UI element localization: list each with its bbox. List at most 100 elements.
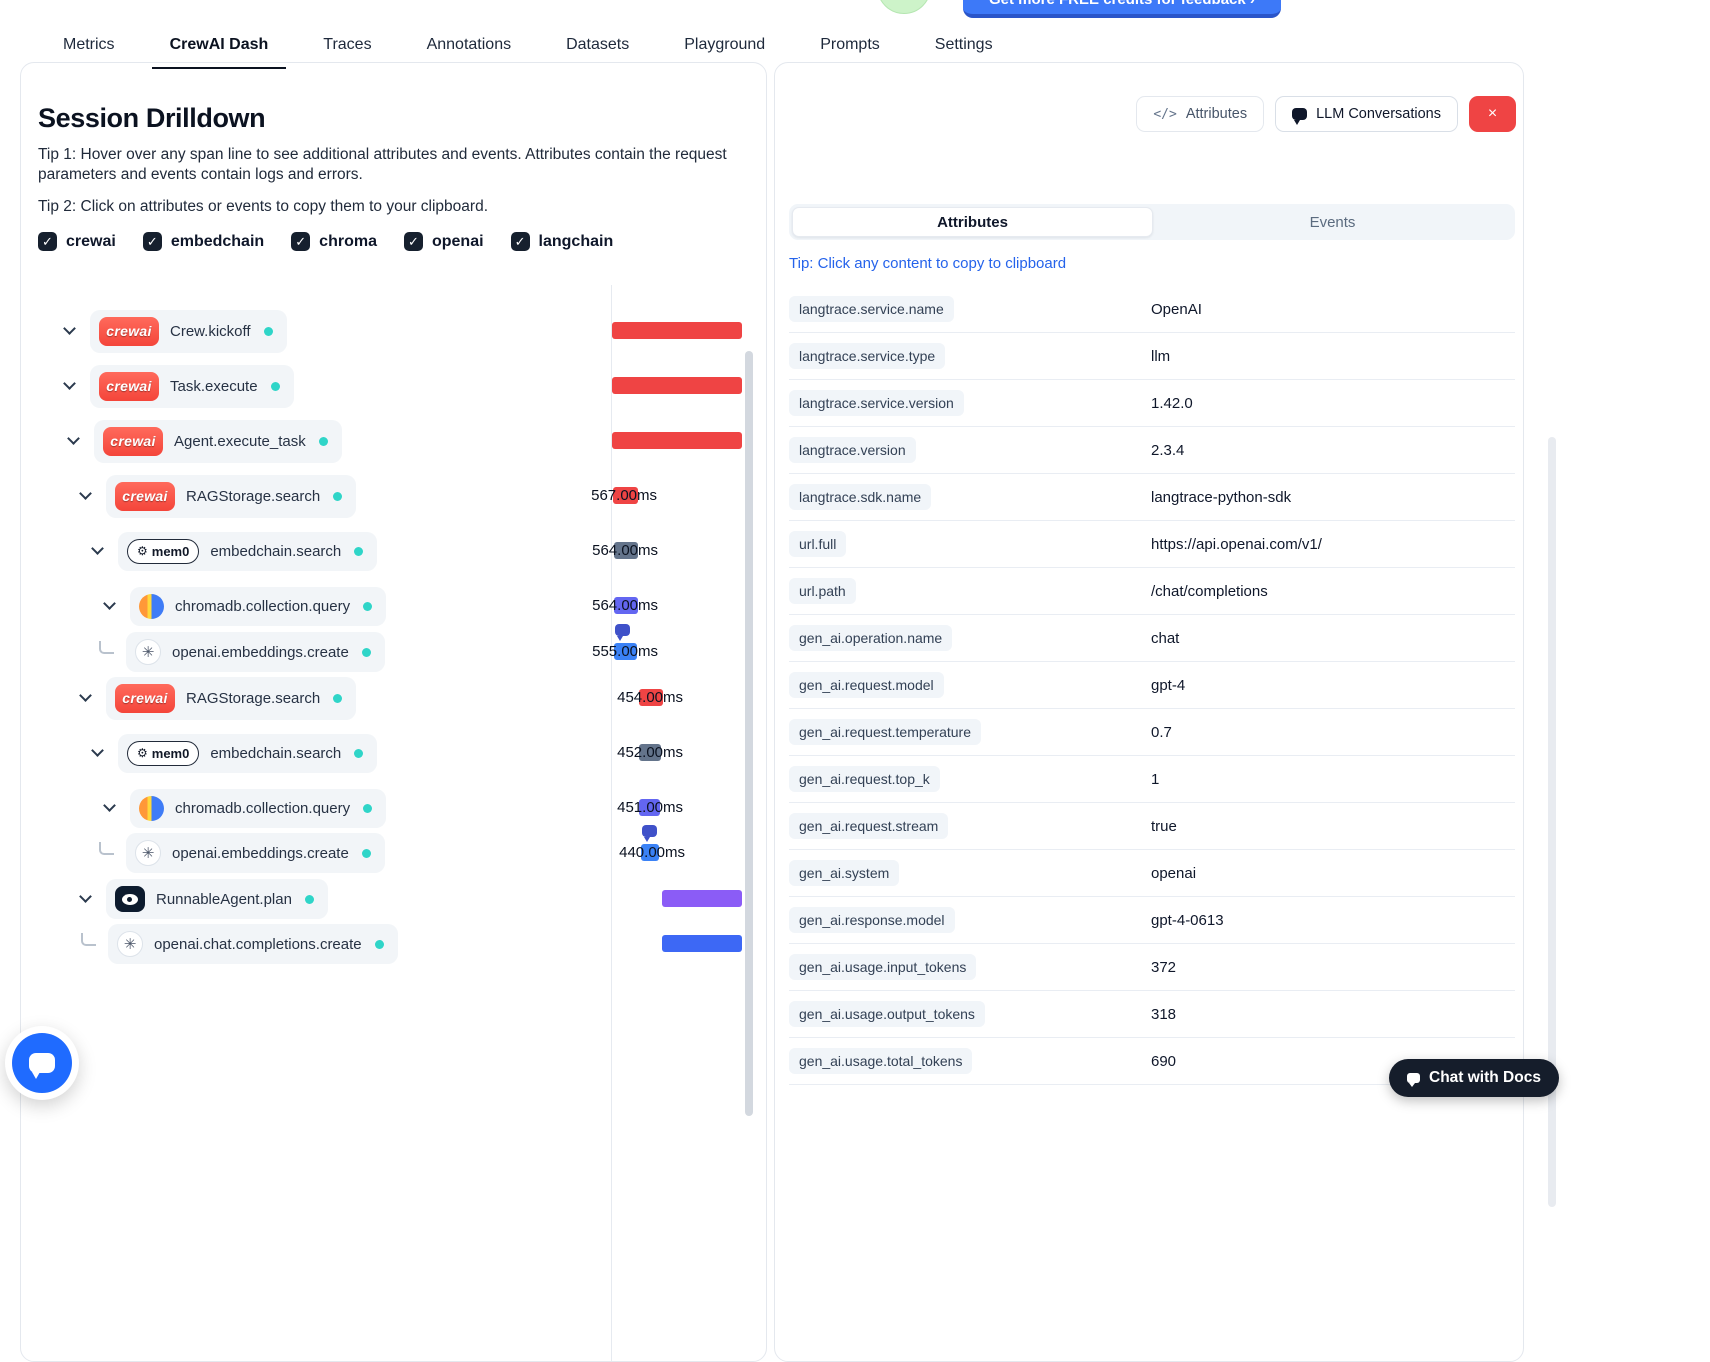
attribute-value[interactable]: true [1151, 817, 1177, 835]
attribute-row[interactable]: url.path/chat/completions [789, 568, 1515, 615]
attribute-value[interactable]: https://api.openai.com/v1/ [1151, 535, 1322, 553]
attribute-value[interactable]: 2.3.4 [1151, 441, 1185, 459]
span-duration-bar[interactable] [613, 487, 638, 504]
attribute-key[interactable]: gen_ai.request.top_k [789, 766, 940, 792]
span-pill[interactable]: crewai RAGStorage.search [106, 676, 357, 720]
tab-traces[interactable]: Traces [323, 36, 372, 53]
attribute-value[interactable]: 0.7 [1151, 723, 1172, 741]
tab-attributes[interactable]: Attributes [792, 207, 1153, 237]
tab-playground[interactable]: Playground [684, 36, 766, 53]
chat-launcher-button[interactable] [5, 1026, 79, 1100]
span-duration-bar[interactable] [639, 799, 660, 816]
span-duration-bar[interactable] [639, 689, 663, 706]
span-pill[interactable]: crewai Agent.execute_task [94, 419, 342, 463]
attribute-value[interactable]: openai [1151, 864, 1197, 882]
span-pill[interactable]: ⚙ mem0 embedchain.search [118, 531, 378, 571]
span-pill[interactable]: RunnableAgent.plan [106, 879, 328, 919]
checkbox-chroma[interactable]: ✓ [291, 232, 311, 251]
chevron-down-icon[interactable] [91, 542, 104, 555]
tab-annotations[interactable]: Annotations [426, 36, 512, 53]
filter-chroma[interactable]: ✓ chroma [291, 232, 377, 251]
attribute-row[interactable]: gen_ai.response.model gpt-4-0613 [789, 897, 1515, 944]
tree-scrollbar[interactable] [745, 351, 753, 1116]
attribute-row[interactable]: gen_ai.request.top_k 1 [789, 756, 1515, 803]
attribute-value[interactable]: 1.42.0 [1151, 394, 1193, 412]
user-avatar[interactable] [877, 0, 931, 14]
page-scrollbar[interactable] [1548, 437, 1556, 1207]
llm-conversations-button[interactable]: LLM Conversations [1275, 96, 1458, 132]
attribute-key[interactable]: gen_ai.operation.name [789, 625, 953, 651]
attribute-row[interactable]: gen_ai.system openai [789, 850, 1515, 897]
span-row[interactable]: crewai Task.execute [63, 364, 294, 408]
attribute-row[interactable]: url.full https://api.openai.com/v1/ [789, 521, 1515, 568]
attribute-row[interactable]: gen_ai.request.model gpt-4 [789, 662, 1515, 709]
tab-metrics[interactable]: Metrics [63, 36, 115, 53]
credits-button[interactable]: Get more FREE credits for feedback › [963, 0, 1281, 18]
attribute-row[interactable]: gen_ai.usage.total_tokens 690 [789, 1038, 1515, 1085]
span-pill[interactable]: ⚙ mem0 embedchain.search [118, 733, 378, 773]
attribute-row[interactable]: gen_ai.request.temperature 0.7 [789, 709, 1515, 756]
attribute-value[interactable]: 372 [1151, 958, 1177, 976]
attribute-key[interactable]: gen_ai.request.temperature [789, 719, 981, 745]
span-duration-bar[interactable] [612, 432, 742, 449]
tab-prompts[interactable]: Prompts [820, 36, 880, 53]
attribute-key[interactable]: langtrace.service.type [789, 343, 946, 369]
span-row[interactable]: chromadb.collection.query [103, 786, 387, 830]
chevron-down-icon[interactable] [63, 377, 76, 390]
checkbox-embedchain[interactable]: ✓ [142, 232, 162, 251]
span-pill[interactable]: chromadb.collection.query [130, 586, 387, 626]
span-duration-bar[interactable] [662, 890, 742, 907]
span-pill[interactable]: crewai RAGStorage.search [106, 474, 357, 518]
chevron-down-icon[interactable] [79, 689, 92, 702]
tab-datasets[interactable]: Datasets [566, 36, 630, 53]
attribute-value[interactable]: 318 [1151, 1005, 1177, 1023]
chevron-down-icon[interactable] [91, 744, 104, 757]
filter-embedchain[interactable]: ✓ embedchain [142, 232, 264, 251]
chevron-down-icon[interactable] [79, 890, 92, 903]
chat-with-docs-button[interactable]: Chat with Docs [1389, 1059, 1559, 1097]
span-pill[interactable]: chromadb.collection.query [130, 788, 387, 828]
attribute-key[interactable]: langtrace.version [789, 437, 916, 463]
attribute-value[interactable]: /chat/completions [1151, 582, 1268, 600]
span-duration-bar[interactable] [662, 935, 742, 952]
attribute-key[interactable]: langtrace.service.version [789, 390, 964, 416]
filter-crewai[interactable]: ✓ crewai [38, 232, 116, 251]
attribute-key[interactable]: gen_ai.system [789, 860, 900, 886]
attribute-row[interactable]: langtrace.sdk.name langtrace-python-sdk [789, 474, 1515, 521]
attribute-row[interactable]: langtrace.service.name OpenAI [789, 286, 1515, 333]
attribute-key[interactable]: langtrace.sdk.name [789, 484, 932, 510]
checkbox-crewai[interactable]: ✓ [38, 232, 57, 251]
span-duration-bar[interactable] [614, 542, 638, 559]
attribute-value[interactable]: langtrace-python-sdk [1151, 488, 1292, 506]
chevron-down-icon[interactable] [103, 799, 116, 812]
attribute-row[interactable]: langtrace.version 2.3.4 [789, 427, 1515, 474]
filter-openai[interactable]: ✓ openai [403, 232, 484, 251]
attribute-key[interactable]: gen_ai.request.stream [789, 813, 949, 839]
attribute-key[interactable]: url.path [789, 578, 856, 604]
span-pill[interactable]: ✳ openai.embeddings.create [126, 632, 385, 672]
attribute-value[interactable]: gpt-4-0613 [1151, 911, 1224, 929]
attribute-value[interactable]: llm [1151, 347, 1171, 365]
attribute-value[interactable]: 690 [1151, 1052, 1177, 1070]
tab-events[interactable]: Events [1309, 213, 1356, 231]
attribute-row[interactable]: gen_ai.usage.input_tokens 372 [789, 944, 1515, 991]
attribute-row[interactable]: gen_ai.operation.name chat [789, 615, 1515, 662]
attribute-key[interactable]: url.full [789, 531, 847, 557]
chevron-down-icon[interactable] [79, 487, 92, 500]
attribute-row[interactable]: langtrace.service.version 1.42.0 [789, 380, 1515, 427]
span-duration-bar[interactable] [614, 643, 637, 660]
attribute-key[interactable]: langtrace.service.name [789, 296, 954, 322]
span-duration-bar[interactable] [614, 597, 638, 614]
span-row[interactable]: crewai RAGStorage.search [79, 676, 357, 720]
chevron-down-icon[interactable] [67, 432, 80, 445]
span-duration-bar[interactable] [641, 844, 659, 861]
tab-crewai-dash[interactable]: CrewAI Dash [151, 36, 287, 69]
attribute-key[interactable]: gen_ai.usage.total_tokens [789, 1048, 973, 1074]
span-duration-bar[interactable] [612, 377, 742, 394]
span-row[interactable]: chromadb.collection.query [103, 584, 387, 628]
attribute-value[interactable]: gpt-4 [1151, 676, 1186, 694]
span-duration-bar[interactable] [639, 744, 661, 761]
chevron-down-icon[interactable] [103, 597, 116, 610]
span-pill[interactable]: crewai Task.execute [90, 364, 294, 408]
span-pill[interactable]: crewai Crew.kickoff [90, 309, 287, 353]
